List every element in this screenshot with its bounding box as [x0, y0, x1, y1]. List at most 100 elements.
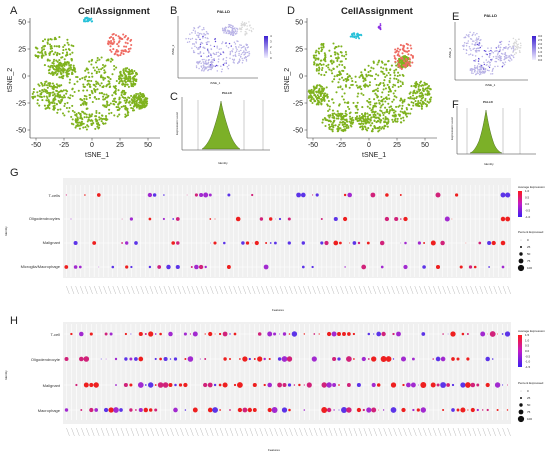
- cell-point: [206, 55, 208, 58]
- cell-point: [102, 117, 105, 120]
- feature-tick: [96, 427, 100, 437]
- cell-point: [398, 64, 401, 67]
- cell-point: [384, 106, 387, 109]
- cell-point: [86, 79, 89, 82]
- cell-point: [124, 115, 127, 118]
- expression-dot: [171, 241, 175, 245]
- cell-point: [46, 59, 49, 62]
- expression-dot: [73, 265, 78, 269]
- cell-point: [115, 66, 118, 69]
- cell-point: [394, 110, 397, 113]
- cell-point: [59, 94, 62, 97]
- cell-point: [426, 93, 429, 96]
- cell-point: [203, 70, 205, 72]
- expression-dot: [173, 357, 178, 361]
- cell-point: [81, 77, 84, 80]
- cell-point: [241, 26, 243, 29]
- cell-point: [324, 124, 327, 128]
- cell-point: [49, 66, 52, 69]
- cell-point: [315, 64, 318, 67]
- cell-point: [384, 100, 387, 103]
- cell-point: [126, 110, 130, 114]
- cell-point: [340, 129, 343, 132]
- feature-tick: [438, 427, 442, 437]
- cell-point: [482, 68, 485, 70]
- cell-point: [322, 63, 325, 66]
- cell-point: [336, 130, 340, 133]
- percent-dot: [520, 397, 522, 399]
- panel-c-xlabel: Identity: [218, 161, 228, 165]
- cell-point: [333, 112, 336, 115]
- cell-point: [65, 92, 68, 95]
- expression-dot: [147, 192, 153, 198]
- cell-point: [110, 42, 113, 45]
- cell-point: [208, 66, 210, 69]
- cell-point: [198, 61, 201, 64]
- cell-point: [116, 53, 119, 56]
- expression-dot: [162, 217, 165, 221]
- cell-point: [417, 100, 420, 103]
- cell-point: [383, 121, 386, 124]
- cell-point: [311, 101, 314, 105]
- cell-point: [237, 40, 239, 43]
- cell-point: [66, 72, 70, 76]
- cell-point: [41, 99, 44, 102]
- cell-point: [211, 59, 213, 61]
- expression-dot: [168, 331, 173, 337]
- cell-point: [331, 130, 334, 133]
- cell-point: [356, 101, 359, 104]
- expression-dot: [147, 382, 154, 388]
- cell-point: [205, 68, 207, 70]
- cell-point: [310, 90, 313, 93]
- cell-point: [116, 115, 119, 118]
- feature-tick: [238, 285, 242, 295]
- expression-dot: [303, 409, 306, 411]
- cell-point: [202, 66, 205, 69]
- cell-point: [382, 72, 385, 75]
- cell-point: [40, 50, 43, 53]
- panel-h-ylabel: Identity: [4, 370, 8, 380]
- cell-point: [123, 99, 126, 102]
- cell-point: [244, 34, 246, 36]
- cell-point: [403, 98, 406, 101]
- cell-point: [231, 29, 234, 32]
- cell-point: [507, 48, 509, 50]
- panel-h-avg-colorbar: [518, 335, 522, 367]
- feature-tick: [210, 285, 214, 295]
- avg-expression-tick: -0.5: [525, 209, 531, 213]
- colorbar-tick: 0.0: [538, 58, 543, 62]
- cell-point: [486, 69, 489, 71]
- cell-point: [339, 60, 342, 63]
- expression-dot: [485, 382, 490, 388]
- cell-point: [52, 62, 55, 65]
- cell-point: [85, 95, 88, 98]
- cell-point: [58, 53, 61, 56]
- cell-point: [402, 116, 405, 119]
- feature-tick: [414, 285, 418, 295]
- cell-point: [366, 105, 369, 108]
- feature-tick: [363, 285, 367, 295]
- cell-point: [68, 67, 71, 70]
- cell-point: [388, 106, 391, 109]
- cell-point: [351, 83, 354, 86]
- cell-point: [68, 106, 71, 109]
- percent-dot: [520, 246, 522, 248]
- feature-tick: [294, 427, 298, 437]
- feature-tick: [275, 285, 279, 295]
- cell-point: [310, 98, 313, 101]
- cell-point: [37, 55, 40, 58]
- percent-dot: [517, 415, 525, 423]
- cell-point: [325, 71, 328, 74]
- expression-dot: [263, 264, 269, 270]
- cell-point: [422, 94, 425, 97]
- cell-point: [221, 42, 223, 45]
- feature-tick: [289, 285, 293, 295]
- cell-point: [355, 84, 358, 87]
- feature-tick: [293, 285, 298, 295]
- cell-point: [239, 59, 241, 62]
- expression-dot: [111, 265, 115, 269]
- expression-dot: [163, 194, 165, 196]
- cell-point: [417, 85, 420, 88]
- cell-point: [228, 42, 231, 45]
- expression-dot: [487, 240, 492, 246]
